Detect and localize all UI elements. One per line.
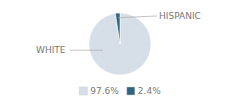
legend: 97.6% 2.4%: [79, 86, 161, 96]
legend-swatch: [127, 87, 135, 95]
legend-label: 97.6%: [90, 86, 119, 96]
legend-item: 97.6%: [79, 86, 119, 96]
legend-swatch: [79, 87, 87, 95]
category-label: HISPANIC: [159, 11, 201, 21]
slice: [89, 13, 151, 75]
category-label: WHITE: [36, 45, 66, 55]
pie: [89, 13, 151, 75]
annotations: WHITE HISPANIC: [36, 11, 201, 55]
legend-item: 2.4%: [127, 86, 161, 96]
leader-line: [70, 50, 103, 51]
chart: WHITE HISPANIC 97.6% 2.4%: [0, 0, 240, 100]
leader-line: [118, 16, 157, 18]
legend-label: 2.4%: [138, 86, 161, 96]
